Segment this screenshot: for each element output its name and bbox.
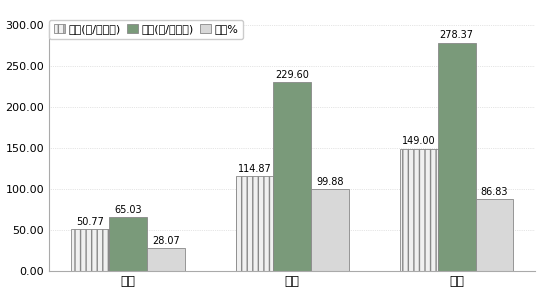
Bar — [71, 229, 109, 270]
Bar — [438, 43, 476, 270]
Bar — [109, 217, 147, 270]
Text: 28.07: 28.07 — [152, 235, 180, 245]
Legend: 对照(克/平方米), 封育(克/平方米), 提高%: 对照(克/平方米), 封育(克/平方米), 提高% — [49, 20, 243, 39]
Text: 149.00: 149.00 — [402, 136, 436, 146]
Text: 114.87: 114.87 — [237, 164, 272, 174]
Text: 50.77: 50.77 — [76, 217, 104, 227]
Bar — [311, 189, 349, 270]
Bar — [273, 82, 311, 270]
Text: 99.88: 99.88 — [316, 177, 344, 187]
Bar — [476, 199, 513, 270]
Bar — [236, 176, 273, 270]
Text: 65.03: 65.03 — [114, 205, 142, 215]
Bar — [400, 148, 438, 270]
Text: 86.83: 86.83 — [481, 187, 508, 197]
Text: 229.60: 229.60 — [275, 71, 309, 81]
Bar — [147, 248, 184, 270]
Text: 278.37: 278.37 — [440, 31, 473, 41]
